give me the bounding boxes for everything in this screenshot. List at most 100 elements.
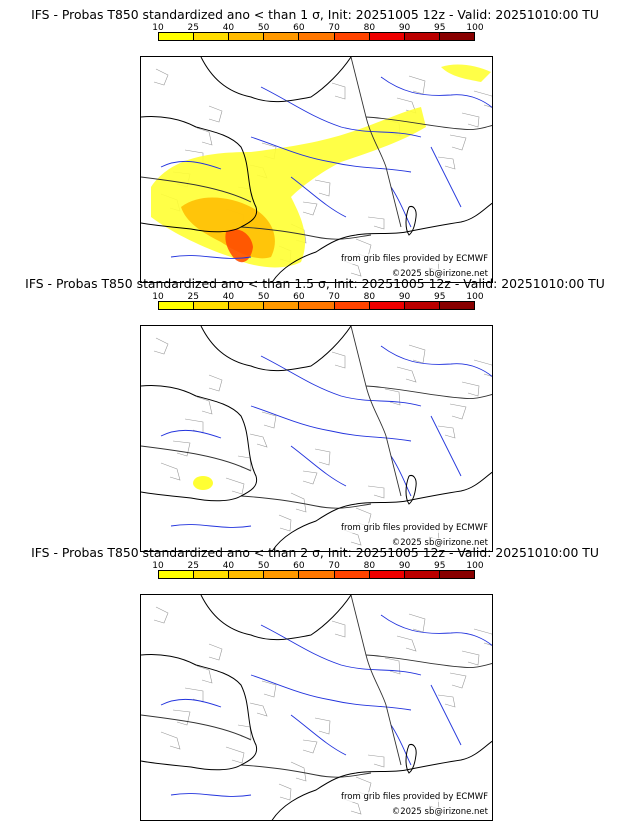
probability-map[interactable]: from grib files provided by ECMWF ©2025 …	[140, 594, 493, 821]
colorbar-tick-label: 40	[222, 292, 235, 302]
river	[380, 614, 492, 646]
colorbar-tick-label: 50	[257, 23, 270, 33]
admin-boundary	[449, 403, 467, 420]
country-border	[350, 57, 402, 228]
country-border	[141, 714, 252, 741]
colorbar-swatch	[299, 302, 335, 309]
country-border	[350, 326, 402, 497]
admin-boundary	[331, 82, 346, 100]
map-panel-3: IFS - Probas T850 standardized ano < tha…	[0, 545, 630, 821]
colorbar-swatch	[159, 33, 195, 40]
colorbar-swatch	[229, 302, 265, 309]
admin-boundary	[290, 492, 307, 513]
admin-boundary	[367, 754, 385, 768]
country-border	[240, 764, 372, 778]
admin-boundary	[153, 606, 169, 624]
admin-boundary	[331, 620, 346, 638]
admin-boundaries	[153, 606, 492, 815]
river	[390, 186, 412, 228]
river	[390, 455, 412, 497]
country-border	[365, 654, 492, 668]
admin-boundary	[408, 344, 426, 364]
admin-boundary	[172, 709, 191, 726]
admin-boundary	[302, 739, 318, 754]
admin-boundary	[302, 470, 318, 485]
prob-area-10	[441, 64, 491, 82]
admin-boundary	[290, 761, 307, 782]
admin-boundary	[437, 156, 456, 170]
admin-boundary	[208, 643, 223, 661]
admin-boundary	[225, 746, 245, 764]
coastline	[271, 202, 492, 282]
admin-boundary	[437, 425, 456, 439]
country-borders	[141, 595, 492, 778]
coastline	[200, 57, 352, 103]
colorbar-swatch	[229, 571, 265, 578]
river	[170, 524, 252, 528]
country-border	[141, 176, 252, 203]
admin-boundary	[396, 635, 417, 652]
admin-boundary	[473, 628, 492, 646]
colorbar-swatch	[334, 571, 370, 578]
colorbar-swatch	[159, 302, 195, 309]
admin-boundary	[367, 485, 385, 499]
probability-map[interactable]: from grib files provided by ECMWF ©2025 …	[140, 56, 493, 283]
colorbar-tick-label: 10	[152, 292, 164, 302]
country-borders	[141, 326, 492, 509]
river	[260, 86, 422, 138]
river	[290, 714, 347, 756]
prob-area-10	[193, 476, 213, 490]
panel-title: IFS - Probas T850 standardized ano < tha…	[31, 7, 599, 22]
colorbar-tick-label: 25	[187, 292, 199, 302]
admin-boundary	[314, 717, 331, 735]
admin-boundary	[384, 388, 401, 406]
colorbar-tick-label: 50	[257, 561, 270, 571]
admin-boundary	[153, 337, 169, 355]
colorbar-swatch	[264, 302, 300, 309]
admin-boundary	[153, 68, 169, 86]
admin-boundary	[331, 351, 346, 369]
colorbar-swatch	[369, 571, 405, 578]
admin-boundary	[396, 366, 417, 383]
river	[260, 355, 422, 407]
colorbar-swatch	[194, 571, 230, 578]
country-border	[240, 495, 372, 509]
river	[290, 445, 347, 487]
river	[260, 624, 422, 676]
colorbar	[158, 301, 475, 310]
admin-boundary	[278, 783, 292, 801]
admin-boundary	[196, 127, 213, 146]
admin-boundary	[384, 657, 401, 675]
colorbar	[158, 32, 475, 41]
country-border	[350, 595, 402, 766]
colorbar-tick-label: 25	[187, 23, 199, 33]
admin-boundary	[408, 75, 426, 95]
rivers	[160, 76, 492, 259]
colorbar-tick-label: 25	[187, 561, 199, 571]
copyright-credit: ©2025 sb@irizone.net	[391, 538, 488, 548]
colorbar-swatch	[299, 33, 335, 40]
colorbar-swatch	[369, 33, 405, 40]
river	[390, 724, 412, 766]
admin-boundary	[208, 105, 223, 123]
colorbar-swatch	[334, 302, 370, 309]
colorbar-tick-label: 80	[363, 292, 376, 302]
colorbar-tick-label: 60	[293, 292, 305, 302]
colorbar-swatch	[439, 302, 474, 309]
colorbar-tick-label: 80	[363, 23, 376, 33]
basemap	[141, 595, 492, 820]
colorbar-swatch	[404, 33, 440, 40]
probability-map[interactable]: from grib files provided by ECMWF ©2025 …	[140, 325, 493, 552]
river	[170, 793, 252, 797]
colorbar-swatch	[194, 302, 230, 309]
coastline	[405, 206, 417, 236]
country-border	[365, 116, 492, 130]
admin-boundary	[473, 359, 492, 377]
admin-boundary	[208, 374, 223, 392]
basemap	[141, 326, 492, 551]
colorbar-tick-label: 40	[222, 561, 235, 571]
admin-boundary	[302, 201, 318, 216]
colorbar-tick-label: 100	[466, 292, 484, 302]
river	[430, 684, 462, 746]
panel-title: IFS - Probas T850 standardized ano < tha…	[31, 545, 599, 560]
